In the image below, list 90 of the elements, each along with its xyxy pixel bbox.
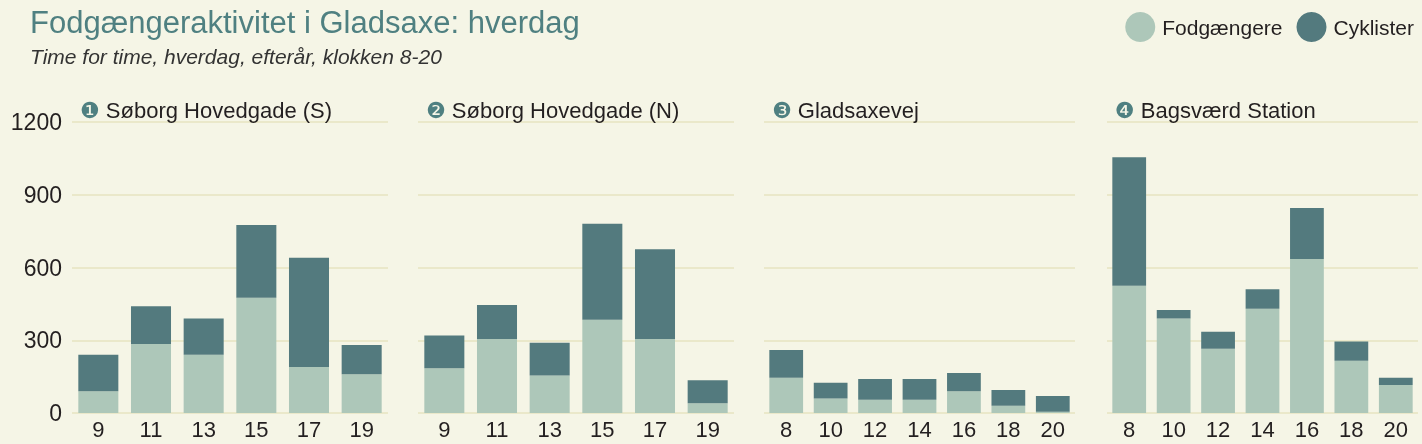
x-tick-label: 13	[537, 416, 562, 442]
bar	[1035, 396, 1070, 412]
x-tick-label: 14	[1250, 416, 1275, 442]
x-tick-label: 18	[996, 416, 1021, 442]
bar	[78, 354, 119, 392]
x-tick-label: 20	[1040, 416, 1066, 442]
x-tick-label: 15	[244, 416, 269, 442]
bar	[813, 382, 848, 399]
bar	[1156, 309, 1191, 319]
x-tick-label: 17	[642, 416, 668, 442]
bar	[991, 389, 1026, 406]
bar	[902, 379, 937, 400]
bar	[1112, 157, 1147, 286]
legend-label: Cyklister	[1333, 15, 1415, 39]
bar	[341, 345, 382, 375]
y-tick-label: 300	[23, 327, 62, 354]
y-tick-label: 0	[49, 400, 62, 426]
bar	[341, 374, 382, 413]
bar	[634, 339, 676, 413]
bar	[858, 379, 892, 400]
x-tick-label: 20	[1383, 416, 1409, 442]
bar	[236, 297, 277, 413]
bar	[947, 391, 981, 413]
bar	[813, 398, 848, 413]
chart-title: ❶ Søborg Hovedgade (S)	[80, 97, 333, 123]
bar	[529, 375, 570, 413]
text: Fodgængeraktivitet i Gladsaxe: hverdag	[30, 5, 580, 40]
legend-label: Fodgængere	[1162, 15, 1283, 39]
bar	[529, 342, 570, 376]
bar	[1334, 341, 1369, 361]
bar	[476, 305, 518, 340]
bar	[1378, 385, 1413, 413]
bar	[1290, 259, 1324, 413]
bar	[947, 372, 981, 392]
bar	[1201, 348, 1235, 413]
bar	[476, 339, 518, 413]
x-tick-label: 12	[1205, 416, 1231, 442]
bar	[1334, 360, 1369, 413]
x-tick-label: 9	[92, 416, 105, 442]
x-tick-label: 8	[1123, 416, 1136, 442]
bar	[424, 368, 465, 413]
x-tick-label: 11	[485, 416, 509, 442]
chart-title: ❸ Gladsaxevej	[772, 97, 919, 123]
x-tick-label: 8	[780, 416, 793, 442]
bar	[858, 399, 892, 413]
x-tick-label: 13	[191, 416, 216, 442]
chart-title: ❹ Bagsværd Station	[1115, 97, 1316, 123]
text: Time for time, hverdag, efterår, klokken 8-20	[30, 45, 443, 68]
x-tick-label: 14	[907, 416, 932, 442]
bar	[1290, 208, 1324, 260]
bar	[1112, 285, 1147, 413]
x-tick-label: 9	[438, 416, 451, 442]
bar	[902, 399, 937, 413]
bar	[634, 249, 676, 340]
bar	[1378, 377, 1413, 386]
bar	[582, 319, 623, 413]
bar	[769, 349, 804, 378]
bar	[288, 257, 330, 367]
bar	[991, 405, 1026, 413]
x-tick-label: 17	[296, 416, 322, 442]
x-tick-label: 10	[1161, 416, 1186, 442]
chart-title: ❷ Søborg Hovedgade (N)	[426, 97, 680, 123]
bar	[236, 225, 277, 298]
x-tick-label: 11	[139, 416, 163, 442]
x-tick-label: 16	[1294, 416, 1320, 442]
bar	[183, 318, 224, 355]
bar	[687, 403, 728, 413]
bar	[769, 377, 804, 413]
x-tick-label: 15	[590, 416, 615, 442]
y-tick-label: 900	[23, 181, 62, 208]
bar	[78, 391, 119, 413]
x-tick-label: 18	[1339, 416, 1364, 442]
bar	[1201, 331, 1235, 349]
bar	[1245, 308, 1280, 413]
bar	[130, 306, 172, 344]
bar	[288, 366, 330, 413]
bar	[687, 380, 728, 404]
bar	[582, 223, 623, 320]
bar	[183, 354, 224, 413]
x-tick-label: 16	[951, 416, 977, 442]
x-tick-label: 12	[862, 416, 888, 442]
y-tick-label: 600	[23, 254, 62, 281]
bar	[1156, 318, 1191, 413]
bar	[130, 343, 172, 413]
y-tick-label: 1200	[10, 109, 62, 135]
x-tick-label: 19	[349, 416, 374, 442]
x-tick-label: 10	[818, 416, 843, 442]
bar	[1245, 289, 1280, 309]
bar	[424, 335, 465, 369]
x-tick-label: 19	[695, 416, 720, 442]
